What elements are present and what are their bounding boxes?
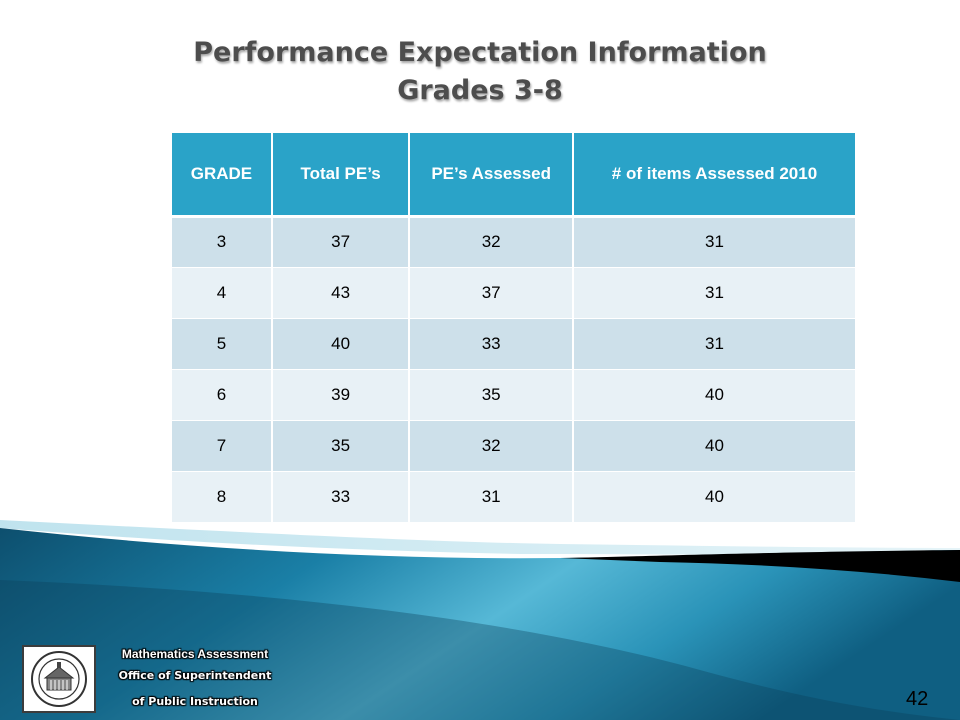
cell-pes-assessed: 31 xyxy=(408,471,574,523)
org-line-1: Mathematics Assessment xyxy=(121,647,269,661)
cell-items-assessed: 31 xyxy=(571,267,858,319)
title-line-2: Grades 3-8 xyxy=(397,75,563,106)
cell-grade: 4 xyxy=(170,267,273,319)
cell-grade: 8 xyxy=(170,471,273,523)
organization-label: Mathematics Assessment Office of Superin… xyxy=(95,645,295,715)
cell-total-pes: 33 xyxy=(270,471,411,523)
cell-pes-assessed: 35 xyxy=(408,369,574,421)
cell-total-pes: 35 xyxy=(270,420,411,472)
table-row: 5 40 33 31 xyxy=(170,318,858,370)
cell-total-pes: 40 xyxy=(270,318,411,370)
table-row: 3 37 32 31 xyxy=(170,216,858,268)
cell-total-pes: 39 xyxy=(270,369,411,421)
footer-wave-decoration xyxy=(0,520,960,720)
cell-pes-assessed: 32 xyxy=(408,216,574,268)
cell-total-pes: 37 xyxy=(270,216,411,268)
state-seal-icon xyxy=(22,645,96,713)
cell-grade: 7 xyxy=(170,420,273,472)
title-line-1: Performance Expectation Information xyxy=(193,37,767,68)
table-row: 4 43 37 31 xyxy=(170,267,858,319)
header-items-assessed: # of items Assessed 2010 xyxy=(571,133,858,218)
header-grade: GRADE xyxy=(170,133,273,218)
cell-items-assessed: 40 xyxy=(571,471,858,523)
cell-total-pes: 43 xyxy=(270,267,411,319)
table-row: 6 39 35 40 xyxy=(170,369,858,421)
slide-title: Performance Expectation Information Grad… xyxy=(0,34,960,110)
cell-grade: 5 xyxy=(170,318,273,370)
cell-pes-assessed: 37 xyxy=(408,267,574,319)
cell-items-assessed: 31 xyxy=(571,318,858,370)
header-total-pes: Total PE’s xyxy=(270,133,411,218)
cell-items-assessed: 40 xyxy=(571,420,858,472)
page-number: 42 xyxy=(906,688,929,710)
cell-grade: 3 xyxy=(170,216,273,268)
cell-items-assessed: 31 xyxy=(571,216,858,268)
table-header-row: GRADE Total PE’s PE’s Assessed # of item… xyxy=(170,133,858,218)
org-line-3: of Public Instruction xyxy=(132,695,258,708)
org-line-2: Office of Superintendent xyxy=(118,669,272,682)
performance-table: GRADE Total PE’s PE’s Assessed # of item… xyxy=(170,133,858,523)
cell-grade: 6 xyxy=(170,369,273,421)
header-pes-assessed: PE’s Assessed xyxy=(408,133,574,218)
table-row: 8 33 31 40 xyxy=(170,471,858,523)
cell-pes-assessed: 32 xyxy=(408,420,574,472)
cell-items-assessed: 40 xyxy=(571,369,858,421)
table-row: 7 35 32 40 xyxy=(170,420,858,472)
cell-pes-assessed: 33 xyxy=(408,318,574,370)
